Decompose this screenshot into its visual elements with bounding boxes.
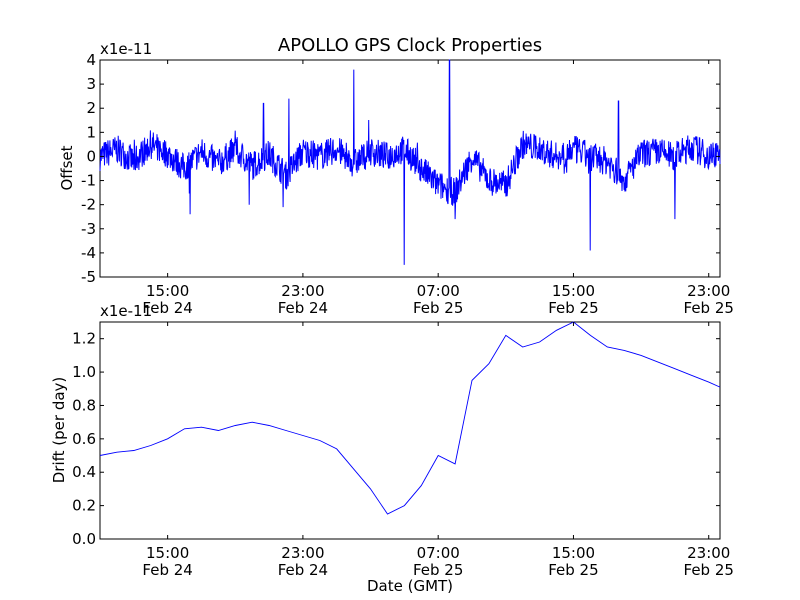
drift-x-tick-date: Feb 25 — [684, 561, 734, 579]
offset-x-tick-time: 15:00 — [552, 282, 595, 300]
drift-y-tick-label: 0.2 — [72, 497, 96, 515]
figure-title: APOLLO GPS Clock Properties — [278, 35, 542, 56]
offset-x-tick-date: Feb 24 — [142, 299, 192, 317]
offset-y-tick-label: 3 — [86, 75, 96, 93]
offset-x-tick-time: 23:00 — [281, 282, 324, 300]
drift-y-tick-label: 0.8 — [72, 396, 96, 414]
offset-y-ticks: -5 -4 -3 -2 -1 0 1 2 3 4 — [81, 51, 720, 286]
drift-x-tick-date: Feb 24 — [142, 561, 192, 579]
drift-y-tick-label: 0.6 — [72, 430, 96, 448]
drift-series-line — [99, 321, 721, 515]
offset-x-tick-time: 07:00 — [417, 282, 460, 300]
drift-x-tick-date: Feb 24 — [278, 561, 328, 579]
drift-y-axis-label: Drift (per day) — [50, 377, 68, 484]
drift-x-tick-date: Feb 25 — [413, 561, 463, 579]
offset-x-tick-date: Feb 25 — [548, 299, 598, 317]
drift-y-tick-label: 0.4 — [72, 463, 96, 481]
drift-plot-area — [99, 321, 721, 540]
drift-x-tick-time: 15:00 — [552, 544, 595, 562]
offset-y-tick-label: 4 — [86, 51, 96, 69]
offset-x-tick-date: Feb 25 — [413, 299, 463, 317]
offset-y-tick-label: -2 — [81, 196, 96, 214]
drift-y-tick-label: 1.0 — [72, 363, 96, 381]
offset-y-tick-label: 0 — [86, 147, 96, 165]
offset-y-axis-label: Offset — [58, 145, 76, 190]
drift-y-scale-label: x1e-11 — [100, 302, 152, 320]
offset-plot-area — [99, 59, 721, 278]
offset-x-tick-date: Feb 24 — [278, 299, 328, 317]
offset-y-tick-label: -1 — [81, 172, 96, 190]
drift-y-tick-label: 0.0 — [72, 530, 96, 548]
offset-y-tick-label: -5 — [81, 268, 96, 286]
drift-series-group — [99, 321, 721, 515]
drift-x-tick-time: 15:00 — [146, 544, 189, 562]
offset-y-tick-label: 1 — [86, 123, 96, 141]
offset-x-tick-time: 23:00 — [687, 282, 730, 300]
offset-y-scale-label: x1e-11 — [100, 40, 152, 58]
offset-series-line — [99, 59, 721, 265]
drift-y-ticks: 0.0 0.2 0.4 0.6 0.8 1.0 1.2 — [72, 330, 720, 548]
drift-y-tick-label: 1.2 — [72, 330, 96, 348]
offset-y-tick-label: -3 — [81, 220, 96, 238]
offset-series-group — [99, 59, 721, 265]
drift-x-tick-date: Feb 25 — [548, 561, 598, 579]
drift-x-tick-time: 23:00 — [687, 544, 730, 562]
offset-y-tick-label: 2 — [86, 99, 96, 117]
offset-y-tick-label: -4 — [81, 244, 96, 262]
offset-x-tick-time: 15:00 — [146, 282, 189, 300]
drift-x-tick-time: 23:00 — [281, 544, 324, 562]
drift-x-tick-time: 07:00 — [417, 544, 460, 562]
offset-x-tick-date: Feb 25 — [684, 299, 734, 317]
drift-x-axis-label: Date (GMT) — [367, 577, 453, 595]
